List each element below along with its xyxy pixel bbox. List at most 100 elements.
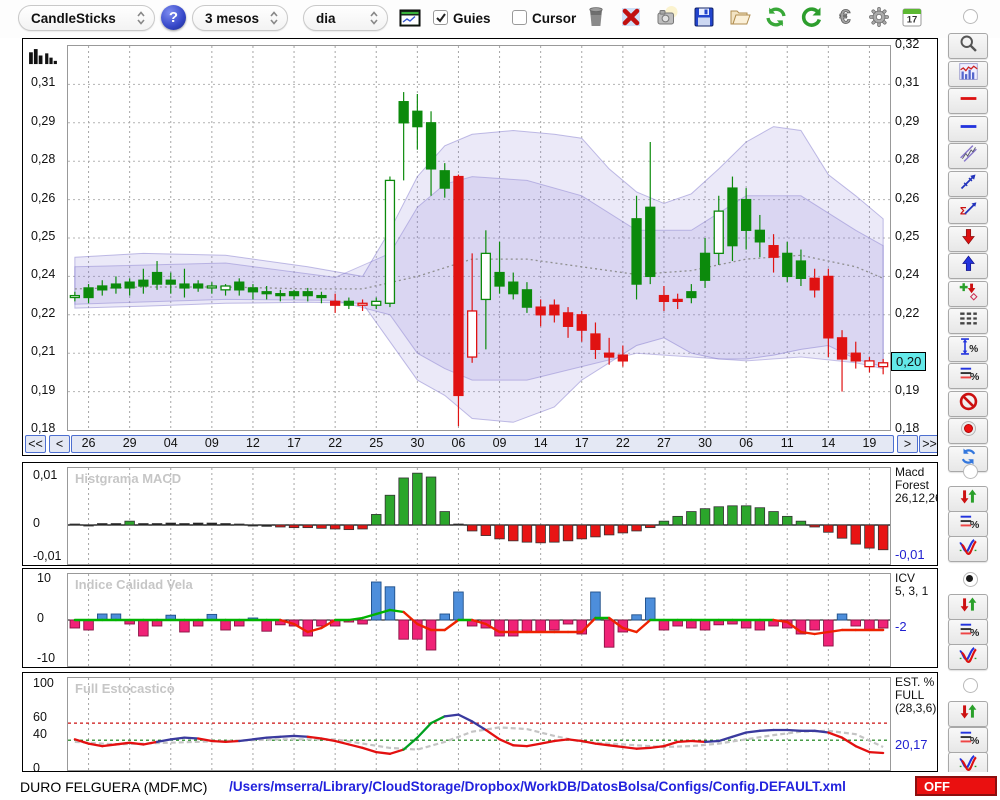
icv-params: 5, 3, 1 xyxy=(895,584,928,598)
macd-current-value: -0,01 xyxy=(895,547,925,562)
sum-trend-line-button[interactable]: Σ xyxy=(948,198,988,224)
icv-oscillator-curves-button[interactable] xyxy=(948,644,988,670)
undo-button[interactable] xyxy=(798,6,824,32)
stoch-panel-radio[interactable] xyxy=(963,678,978,693)
svg-text:%: % xyxy=(969,519,978,531)
stoch-updown-arrows-button[interactable] xyxy=(948,701,988,727)
macd-panel-radio[interactable] xyxy=(963,464,978,479)
cursor-checkbox[interactable] xyxy=(512,10,527,25)
period-select[interactable]: 3 mesos xyxy=(192,5,288,31)
levels-button[interactable] xyxy=(948,308,988,334)
volume-bars-icon[interactable] xyxy=(28,48,58,65)
stochastic-plot[interactable] xyxy=(67,677,891,771)
record-button[interactable] xyxy=(948,418,988,444)
stoch-lines-percent-button[interactable]: % xyxy=(948,727,988,753)
price-tick-left: 0,26 xyxy=(31,191,55,205)
status-bar: DURO FELGUERA (MDF.MC) /Users/mserra/Lib… xyxy=(0,772,1000,800)
delete-x-button[interactable] xyxy=(618,6,644,32)
date-label: 17 xyxy=(575,436,589,450)
arrow-down-red-icon xyxy=(958,226,979,252)
nav-prev-button[interactable]: < xyxy=(49,435,70,453)
date-label: 17 xyxy=(287,436,301,450)
svg-text:%: % xyxy=(969,344,978,355)
arrow-down-red-button[interactable] xyxy=(948,226,988,252)
macd-histogram-plot[interactable] xyxy=(67,467,891,565)
icv-current-value: -2 xyxy=(895,619,907,634)
icv-panel: Indice Calidad Vela ICV 5, 3, 1 -2 100-1… xyxy=(22,568,938,668)
mini-chart-icon xyxy=(958,61,979,87)
camera-button[interactable] xyxy=(654,6,680,32)
cursor-label: Cursor xyxy=(532,11,576,26)
icv-updown-arrows-button[interactable] xyxy=(948,594,988,620)
icv-lines-percent-button[interactable]: % xyxy=(948,619,988,645)
lines-percent-button[interactable]: % xyxy=(948,363,988,389)
macd-indicator-name: Macd xyxy=(895,465,924,479)
date-label: 12 xyxy=(246,436,260,450)
refresh-button[interactable] xyxy=(763,6,789,32)
chart-window-button[interactable] xyxy=(397,7,423,33)
open-folder-button[interactable] xyxy=(727,6,753,32)
icv-panel-radio[interactable] xyxy=(963,572,978,587)
add-marker-icon xyxy=(958,281,979,307)
current-price-badge: 0,20 xyxy=(891,352,926,371)
macd-oscillator-curves-button[interactable] xyxy=(948,536,988,562)
updown-arrows-icon xyxy=(958,594,979,620)
guies-label: Guies xyxy=(453,11,491,26)
blue-line-button[interactable] xyxy=(948,116,988,142)
arrow-up-blue-button[interactable] xyxy=(948,253,988,279)
gear-button[interactable] xyxy=(866,6,892,32)
help-icon[interactable]: ? xyxy=(161,5,186,30)
price-tick-left: 0,21 xyxy=(31,344,55,358)
forbidden-icon xyxy=(958,391,979,417)
date-label: 30 xyxy=(698,436,712,450)
updown-arrows-icon xyxy=(958,486,979,512)
add-marker-button[interactable] xyxy=(948,281,988,307)
blue-line-icon xyxy=(958,116,979,142)
calendar-button[interactable]: 17 xyxy=(899,6,925,32)
magnifier-button[interactable] xyxy=(948,33,988,59)
svg-text:%: % xyxy=(969,371,978,383)
sidebar-top-radio[interactable] xyxy=(963,9,978,24)
price-tick-right: 0,25 xyxy=(895,229,919,243)
trash-button[interactable] xyxy=(583,6,609,32)
channel-button[interactable] xyxy=(948,143,988,169)
nav-last-button[interactable]: >> xyxy=(919,435,938,453)
measure-vertical-percent-button[interactable]: % xyxy=(948,336,988,362)
chart-type-select[interactable]: CandleSticks xyxy=(18,5,155,31)
price-tick-right: 0,22 xyxy=(895,306,919,320)
guies-checkbox[interactable] xyxy=(433,10,448,25)
chevron-updown-icon xyxy=(269,10,279,26)
lines-percent-icon: % xyxy=(958,363,979,389)
nav-first-button[interactable]: << xyxy=(25,435,46,453)
macd-indicator-name2: Forest xyxy=(895,478,929,492)
euro-button[interactable]: € xyxy=(832,6,858,32)
macd-updown-arrows-button[interactable] xyxy=(948,486,988,512)
price-tick-right: 0,24 xyxy=(895,267,919,281)
date-label: 06 xyxy=(739,436,753,450)
macd-lines-percent-button[interactable]: % xyxy=(948,511,988,537)
price-tick-left: 0,28 xyxy=(31,152,55,166)
forbidden-button[interactable] xyxy=(948,391,988,417)
trend-line-button[interactable] xyxy=(948,171,988,197)
macd-params: 26,12,26 xyxy=(895,491,938,505)
date-axis[interactable]: 2629040912172225300609141722273006111419 xyxy=(71,435,894,453)
macd-title: Histgrama MACD xyxy=(75,471,181,486)
mini-chart-button[interactable] xyxy=(948,61,988,87)
date-label: 30 xyxy=(410,436,424,450)
nav-next-button[interactable]: > xyxy=(897,435,918,453)
save-button[interactable] xyxy=(691,6,717,32)
price-tick-right: 0,32 xyxy=(895,38,919,51)
price-tick-right: 0,31 xyxy=(895,75,919,89)
price-tick-left: 0,19 xyxy=(31,383,55,397)
oscillator-curves-icon xyxy=(958,644,979,670)
price-tick-left: 0,31 xyxy=(31,75,55,89)
icv-tick: 10 xyxy=(37,571,51,585)
stoch-tick: 100 xyxy=(33,676,54,690)
date-label: 14 xyxy=(821,436,835,450)
off-toggle-button[interactable]: OFF xyxy=(915,776,997,796)
red-line-button[interactable] xyxy=(948,88,988,114)
updown-arrows-icon xyxy=(958,701,979,727)
interval-select[interactable]: dia xyxy=(303,5,388,31)
save-icon xyxy=(692,5,716,34)
candlestick-plot[interactable] xyxy=(67,45,891,431)
